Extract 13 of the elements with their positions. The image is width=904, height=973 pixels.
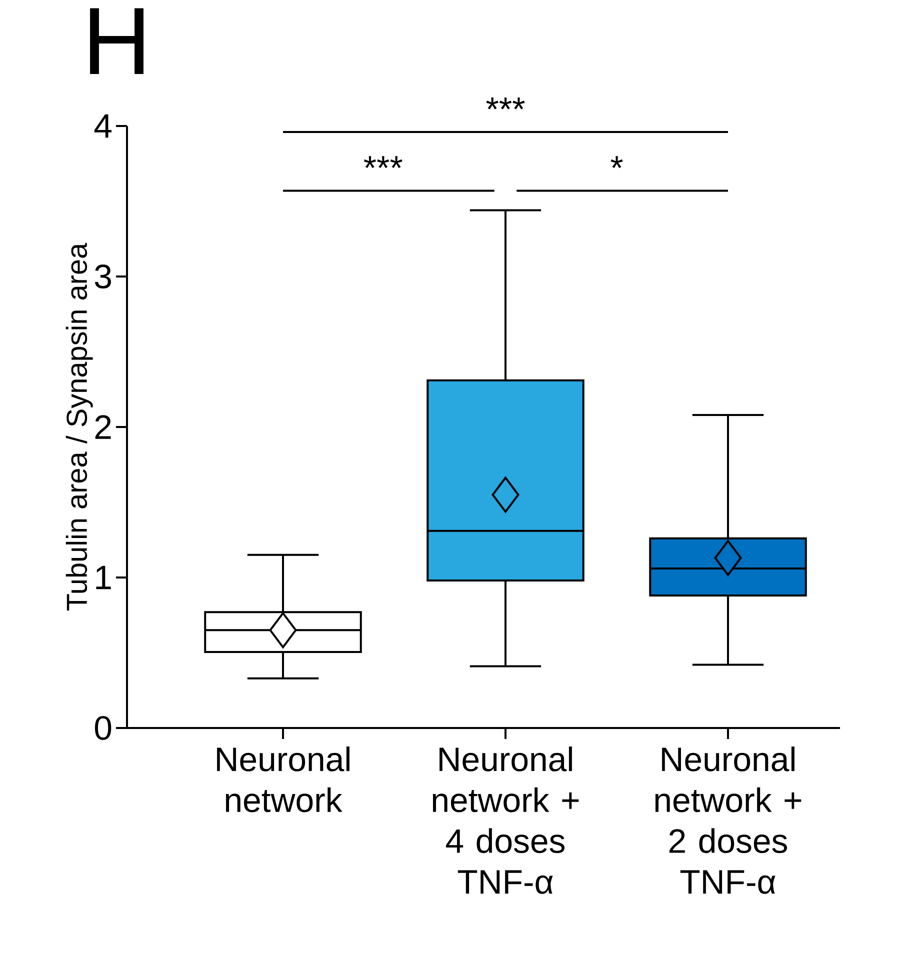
y-tick-label: 2 bbox=[95, 415, 111, 439]
x-tick-label: Neuronal network + 4 doses TNF-α bbox=[432, 746, 579, 894]
chart-title: H bbox=[90, 8, 144, 74]
y-tick-label: 1 bbox=[96, 566, 111, 590]
y-tick-label: 4 bbox=[94, 114, 112, 138]
y-tick-label: 3 bbox=[94, 264, 111, 288]
y-tick-label: 0 bbox=[94, 716, 112, 740]
text: *** bbox=[486, 97, 525, 110]
x-tick-label: Neuronal network bbox=[217, 746, 350, 812]
y-axis-title: Tubulin area / Synapsin area bbox=[66, 242, 93, 610]
x-tick-label: Neuronal network + 2 doses TNF-α bbox=[655, 746, 802, 894]
annotation: * bbox=[610, 156, 623, 168]
annotation: *** bbox=[364, 156, 402, 168]
